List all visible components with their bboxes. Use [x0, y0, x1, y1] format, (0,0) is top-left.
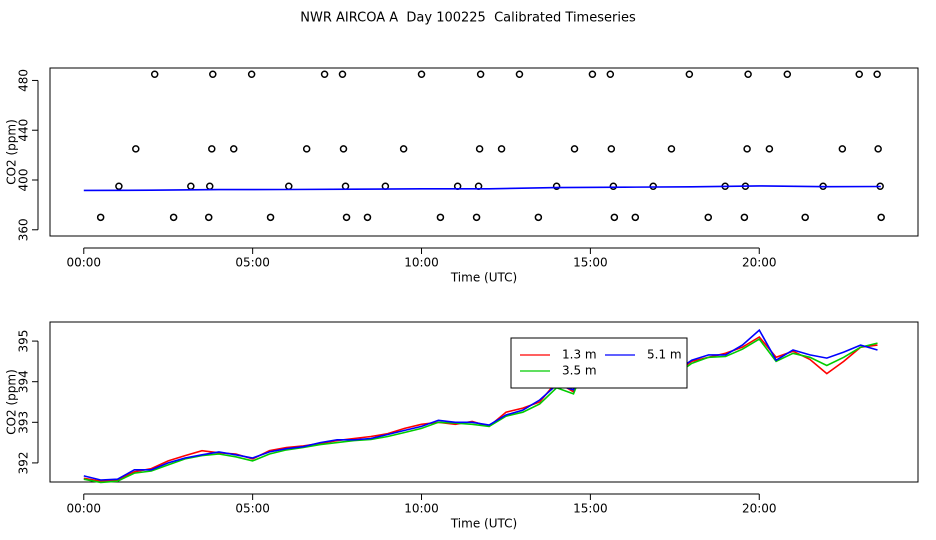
legend-label: 5.1 m	[647, 348, 682, 362]
data-line	[83, 335, 878, 483]
x-tick-label: 00:00	[66, 502, 101, 516]
data-point	[115, 182, 123, 190]
data-point	[783, 70, 792, 78]
legend-label: 1.3 m	[562, 348, 597, 362]
x-tick-label: 20:00	[742, 502, 777, 516]
data-point	[801, 213, 809, 222]
data-point	[877, 213, 885, 222]
data-point	[606, 70, 615, 78]
data-point	[247, 70, 256, 78]
y-tick-label: 360	[17, 218, 31, 241]
data-point	[187, 182, 195, 190]
y-tick-label: 392	[17, 451, 31, 474]
plot-frame	[49, 67, 919, 237]
y-tick-label: 393	[17, 411, 31, 434]
data-point	[552, 182, 561, 190]
data-point	[209, 70, 217, 78]
data-point	[740, 213, 749, 222]
data-point	[339, 145, 348, 153]
data-point	[534, 213, 543, 222]
data-point	[208, 145, 216, 153]
data-line	[83, 338, 878, 484]
data-point	[743, 145, 751, 153]
plot-frame	[49, 321, 919, 483]
legend-label: 3.5 m	[562, 364, 597, 378]
data-point	[855, 70, 863, 78]
data-point	[229, 145, 238, 153]
data-point	[417, 70, 426, 78]
x-tick-label: 00:00	[66, 256, 101, 270]
data-point	[685, 70, 694, 78]
x-tick-label: 05:00	[235, 502, 270, 516]
x-tick-label: 15:00	[573, 502, 608, 516]
data-point	[704, 213, 713, 222]
data-point	[342, 213, 351, 222]
data-point	[607, 145, 616, 153]
x-axis-title: Time (UTC)	[450, 271, 517, 285]
data-point	[204, 213, 213, 222]
data-point	[363, 213, 372, 222]
y-tick-label: 480	[17, 69, 31, 92]
data-point	[338, 70, 347, 78]
data-point	[874, 145, 882, 153]
data-point	[206, 182, 214, 190]
y-tick-label: 400	[17, 169, 31, 192]
data-point	[399, 145, 408, 153]
data-point	[588, 70, 597, 78]
data-point	[570, 145, 579, 153]
data-point	[436, 213, 445, 222]
x-tick-label: 05:00	[235, 256, 270, 270]
data-point	[320, 70, 329, 78]
data-line	[83, 185, 881, 192]
data-point	[132, 145, 140, 153]
data-point	[96, 213, 105, 222]
chart-title: NWR AIRCOA A Day 100225 Calibrated Times…	[300, 11, 636, 26]
data-point	[169, 213, 178, 222]
data-point	[150, 70, 159, 78]
data-point	[838, 145, 847, 153]
data-point	[765, 145, 774, 153]
data-point	[476, 70, 485, 78]
data-point	[609, 182, 618, 190]
data-point	[285, 182, 293, 190]
data-point	[515, 70, 524, 78]
data-line	[83, 328, 878, 481]
data-point	[266, 213, 275, 222]
x-tick-label: 20:00	[742, 256, 777, 270]
x-tick-label: 15:00	[573, 256, 608, 270]
data-point	[341, 182, 350, 190]
data-point	[744, 70, 752, 78]
data-point	[475, 145, 484, 153]
y-axis-title: CO2 (ppm)	[5, 369, 19, 435]
y-axis-title: CO2 (ppm)	[5, 119, 19, 185]
y-tick-label: 395	[17, 330, 31, 353]
data-point	[667, 145, 676, 153]
data-point	[302, 145, 311, 153]
data-point	[873, 70, 881, 78]
data-point	[472, 213, 481, 222]
y-tick-label: 440	[17, 119, 31, 142]
x-tick-label: 10:00	[404, 502, 439, 516]
data-point	[631, 213, 640, 222]
x-axis-title: Time (UTC)	[450, 517, 517, 531]
legend-box	[510, 337, 688, 389]
y-tick-label: 394	[17, 370, 31, 393]
x-tick-label: 10:00	[404, 256, 439, 270]
data-point	[497, 145, 506, 153]
data-point	[610, 213, 619, 222]
